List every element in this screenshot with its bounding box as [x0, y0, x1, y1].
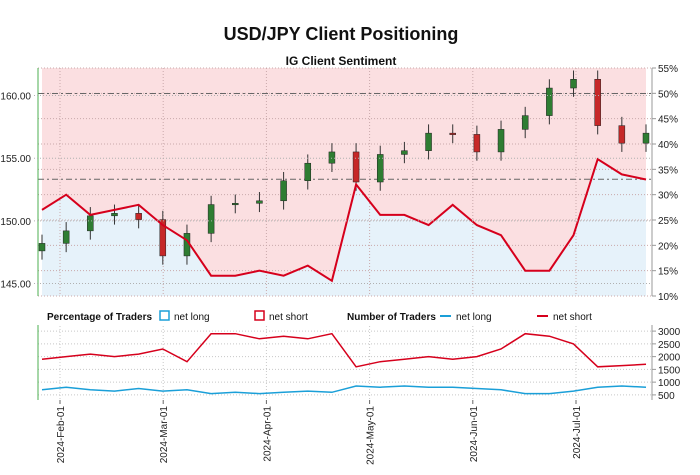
legend-traders-short-label: net short: [553, 312, 592, 323]
traders-tick-label: 2500: [658, 340, 681, 351]
pct-tick-label: 40%: [658, 140, 678, 151]
pct-tick-label: 45%: [658, 115, 678, 126]
price-tick-label: 155.00: [0, 154, 31, 165]
traders-gridlines: [38, 326, 652, 400]
legend-net-long-swatch: [159, 310, 170, 321]
candle-body: [425, 132, 432, 151]
price-axis-labels: 145.00 150.00 155.00 160.00: [0, 92, 652, 290]
chart-subtitle: IG Client Sentiment: [286, 54, 397, 68]
pct-tick-label: 10%: [658, 292, 678, 303]
candle-body: [62, 230, 70, 244]
legend-traders-label: Number of Traders: [347, 312, 436, 323]
candlesticks: [38, 70, 650, 265]
traders-tick-label: 2000: [658, 353, 681, 364]
candle-body: [449, 132, 456, 135]
candle-body: [328, 151, 336, 164]
candle-body: [594, 79, 601, 126]
legend-net-long-label: net long: [174, 312, 210, 323]
pct-tick-label: 30%: [658, 191, 678, 202]
candle-body: [521, 115, 529, 130]
candle-body: [473, 134, 481, 153]
pct-tick-label: 50%: [658, 89, 678, 100]
date-tick-label: 2024-Mar-01: [159, 406, 170, 464]
date-tick-label: 2024-Apr-01: [262, 406, 273, 462]
candle-body: [546, 87, 553, 116]
candle-body: [256, 200, 263, 204]
legend: Percentage of Traders net long net short…: [47, 310, 592, 323]
date-tick-label: 2024-Jul-01: [572, 406, 583, 459]
pct-tick-label: 15%: [658, 267, 678, 278]
price-tick-label: 160.00: [0, 92, 31, 103]
candle-body: [642, 132, 650, 144]
candle-body: [304, 162, 312, 181]
pct-tick-label: 25%: [658, 216, 678, 227]
candle-body: [280, 180, 287, 202]
candle-body: [207, 204, 215, 234]
candle-body: [135, 213, 142, 220]
candle-body: [87, 215, 94, 232]
candle-body: [159, 219, 167, 257]
chart-title: USD/JPY Client Positioning: [224, 24, 459, 44]
price-gridlines: [38, 67, 652, 297]
candle-body: [352, 151, 360, 183]
traders-tick-label: 1500: [658, 365, 681, 376]
pct-tick-label: 20%: [658, 241, 678, 252]
pct-tick-label: 35%: [658, 165, 678, 176]
pct-axis-labels: 10% 15% 20% 25% 30% 35% 40% 45% 50% 55%: [652, 64, 678, 303]
date-tick-label: 2024-May-01: [366, 406, 377, 465]
pct-tick-label: 55%: [658, 64, 678, 75]
traders-net-long-line: [41, 385, 647, 395]
price-tick-label: 145.00: [0, 279, 31, 290]
net-short-area: [42, 68, 646, 281]
date-axis-labels: 2024-Feb-01 2024-Mar-01 2024-Apr-01 2024-Ma…: [56, 400, 583, 465]
date-tick-label: 2024-Feb-01: [56, 406, 67, 464]
candle-body: [497, 129, 505, 153]
candle-body: [38, 243, 46, 252]
candle-body: [618, 125, 626, 144]
legend-traders-long-label: net long: [456, 312, 492, 323]
traders-tick-label: 3000: [658, 327, 681, 338]
candle-body: [111, 213, 118, 217]
legend-net-short-swatch: [254, 310, 265, 321]
net-long-pct-line: [41, 157, 647, 283]
traders-net-short-line: [41, 332, 647, 368]
price-panel: 145.00 150.00 155.00 160.00 10% 15% 20% 25% 30%…: [0, 64, 678, 303]
date-tick-label: 2024-Jun-01: [469, 406, 480, 463]
candle-body: [232, 203, 239, 206]
legend-pct-label: Percentage of Traders: [47, 312, 152, 323]
legend-net-short-label: net short: [269, 312, 308, 323]
price-tick-label: 150.00: [0, 217, 31, 228]
candle-body: [376, 154, 384, 183]
candle-body: [401, 150, 408, 155]
traders-tick-label: 500: [658, 391, 675, 402]
traders-tick-label: 1000: [658, 378, 681, 389]
candle-body: [570, 79, 577, 89]
net-long-area: [42, 159, 646, 296]
